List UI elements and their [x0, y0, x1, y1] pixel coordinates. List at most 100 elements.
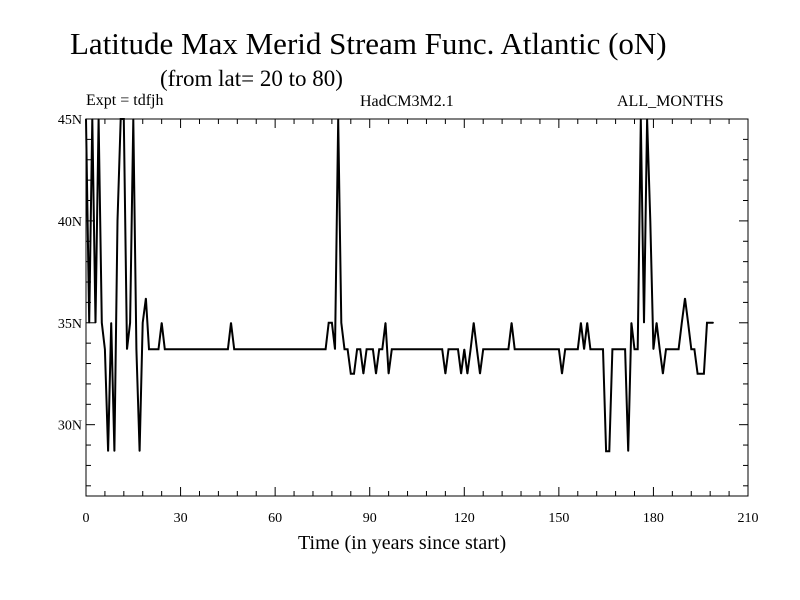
- data-point: [577, 348, 579, 350]
- data-point: [138, 450, 141, 452]
- data-point: [334, 348, 336, 350]
- data-point: [457, 348, 459, 350]
- data-point: [391, 348, 393, 350]
- data-point: [230, 322, 232, 324]
- data-point: [284, 348, 286, 350]
- data-point: [110, 322, 112, 324]
- data-point: [495, 348, 497, 350]
- data-point: [318, 348, 320, 350]
- data-point: [482, 348, 484, 350]
- data-point: [463, 348, 465, 350]
- data-point: [671, 348, 673, 350]
- data-point: [678, 348, 680, 350]
- data-point: [211, 348, 213, 350]
- data-point: [170, 348, 172, 350]
- data-point: [599, 348, 601, 350]
- data-point: [523, 348, 525, 350]
- data-point: [233, 348, 235, 350]
- data-point: [123, 118, 125, 120]
- data-point: [280, 348, 283, 350]
- data-point: [243, 348, 245, 350]
- data-point: [356, 348, 358, 350]
- data-point: [302, 348, 305, 350]
- data-point: [261, 348, 264, 350]
- data-point: [394, 348, 396, 350]
- data-point: [419, 348, 421, 350]
- experiment-label: Expt = tdfjh: [86, 92, 164, 109]
- data-point: [637, 348, 639, 350]
- data-point: [107, 450, 109, 452]
- data-point: [142, 322, 144, 324]
- data-point: [362, 373, 365, 375]
- data-point: [485, 348, 487, 350]
- data-point: [469, 348, 472, 350]
- data-point: [255, 348, 257, 350]
- data-point: [611, 348, 614, 350]
- data-point: [287, 348, 289, 350]
- data-point: [306, 348, 308, 350]
- x-tick-label: 90: [363, 511, 377, 526]
- data-point: [548, 348, 551, 350]
- data-point: [649, 220, 651, 222]
- data-point: [359, 348, 361, 350]
- data-point: [236, 348, 238, 350]
- data-point: [488, 348, 491, 350]
- data-point: [429, 348, 431, 350]
- data-point: [375, 373, 377, 375]
- data-point: [164, 348, 166, 350]
- data-point: [504, 348, 506, 350]
- data-point: [712, 322, 714, 324]
- data-point: [536, 348, 538, 350]
- data-point: [501, 348, 503, 350]
- data-point: [381, 348, 383, 350]
- data-point: [520, 348, 522, 350]
- data-point: [627, 450, 629, 452]
- data-point: [274, 348, 276, 350]
- x-tick-label: 0: [83, 511, 90, 526]
- y-tick-label: 45N: [58, 113, 82, 128]
- data-point: [652, 348, 655, 350]
- data-point: [195, 348, 197, 350]
- data-point: [608, 450, 610, 452]
- data-point: [473, 322, 475, 324]
- data-point: [696, 373, 699, 375]
- data-point: [214, 348, 216, 350]
- data-point: [104, 348, 106, 350]
- data-point: [205, 348, 207, 350]
- data-point: [365, 348, 368, 350]
- data-point: [586, 322, 588, 324]
- data-point: [154, 348, 156, 350]
- data-point: [542, 348, 544, 350]
- data-point: [551, 348, 554, 350]
- data-point: [400, 348, 402, 350]
- data-point: [526, 348, 528, 350]
- data-point: [561, 373, 563, 375]
- data-point: [384, 322, 387, 324]
- data-point: [529, 348, 532, 350]
- data-point: [596, 348, 598, 350]
- plot-frame: [85, 118, 749, 497]
- data-point: [545, 348, 547, 350]
- data-point: [129, 322, 131, 324]
- data-point: [709, 322, 711, 324]
- data-point: [574, 348, 576, 350]
- data-point: [101, 322, 103, 324]
- data-point: [687, 322, 689, 324]
- data-point: [145, 297, 147, 299]
- data-point: [693, 348, 696, 350]
- data-point: [583, 348, 585, 350]
- data-point: [413, 348, 415, 350]
- data-point: [208, 348, 210, 350]
- x-tick-label: 150: [548, 511, 569, 526]
- y-tick-label: 40N: [58, 215, 82, 230]
- data-point: [570, 348, 573, 350]
- data-point: [324, 348, 327, 350]
- data-point: [690, 348, 692, 350]
- data-point: [441, 348, 443, 350]
- data-point: [435, 348, 437, 350]
- data-point: [340, 322, 342, 324]
- data-point: [498, 348, 500, 350]
- data-point: [589, 348, 591, 350]
- data-point: [668, 348, 670, 350]
- data-point: [299, 348, 301, 350]
